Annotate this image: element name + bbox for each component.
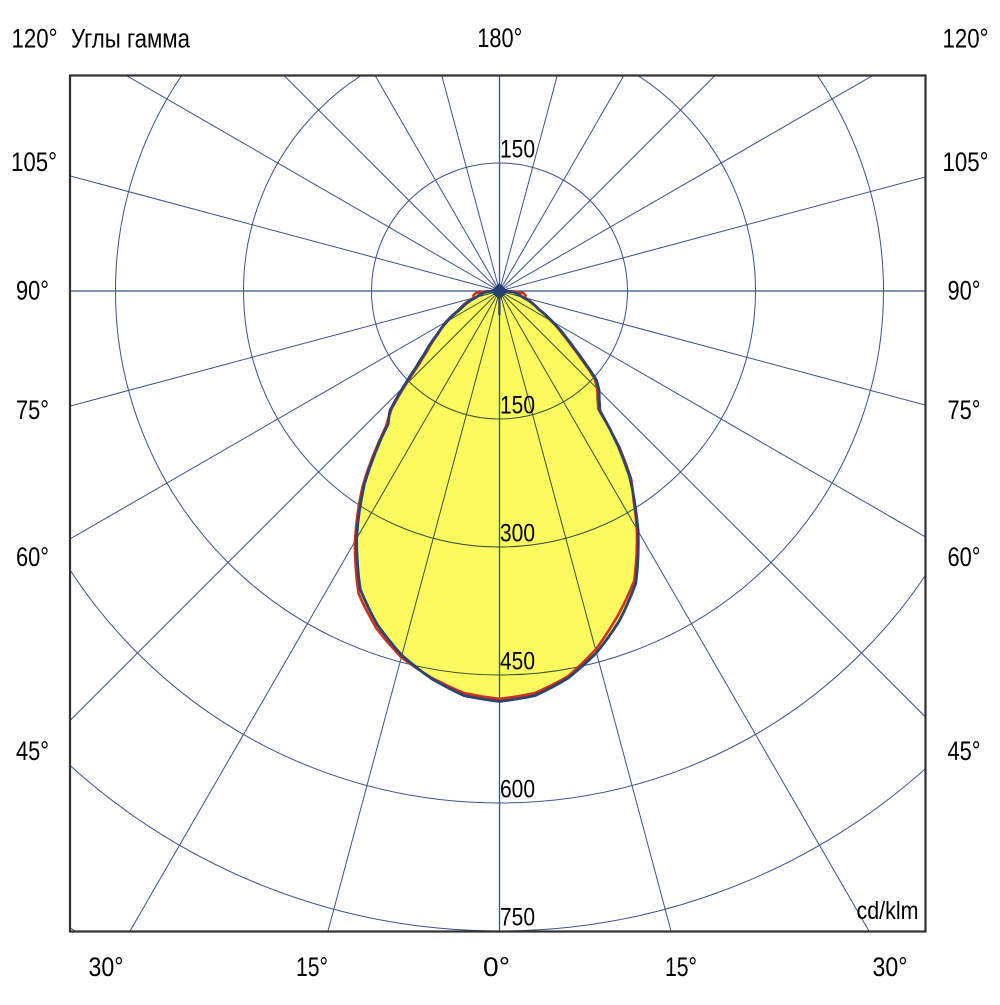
svg-text:105°: 105° <box>943 147 989 177</box>
svg-text:600: 600 <box>500 776 535 804</box>
svg-text:75°: 75° <box>16 395 49 425</box>
svg-text:15°: 15° <box>296 952 328 982</box>
svg-text:60°: 60° <box>948 542 981 572</box>
svg-text:180°: 180° <box>477 23 522 53</box>
svg-text:cd/klm: cd/klm <box>857 897 919 925</box>
svg-text:0°: 0° <box>483 952 510 982</box>
svg-text:45°: 45° <box>16 736 49 766</box>
svg-text:60°: 60° <box>16 542 49 572</box>
svg-text:450: 450 <box>500 648 535 676</box>
svg-text:750: 750 <box>500 904 535 932</box>
svg-text:150: 150 <box>500 136 535 164</box>
svg-text:120°: 120° <box>943 24 989 54</box>
svg-text:90°: 90° <box>16 276 49 306</box>
svg-text:30°: 30° <box>89 952 124 982</box>
svg-text:15°: 15° <box>665 952 697 982</box>
svg-text:120°: 120° <box>12 24 58 54</box>
svg-text:150: 150 <box>500 392 535 420</box>
svg-text:105°: 105° <box>11 147 57 177</box>
svg-text:45°: 45° <box>948 736 981 766</box>
svg-text:90°: 90° <box>948 276 981 306</box>
svg-text:75°: 75° <box>948 395 981 425</box>
svg-text:300: 300 <box>500 520 535 548</box>
svg-text:Углы гамма: Углы гамма <box>71 24 191 54</box>
svg-text:30°: 30° <box>873 952 908 982</box>
